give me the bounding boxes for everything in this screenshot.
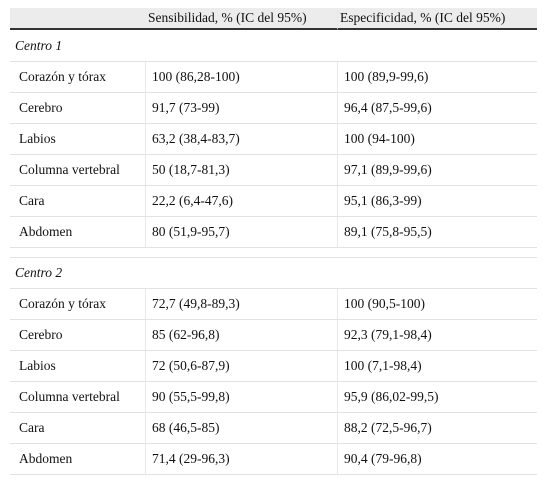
data-cell: 71,4 (29-96,3) (145, 444, 337, 475)
data-cell: 100 (90,5-100) (337, 289, 537, 320)
data-cell: 50 (18,7-81,3) (145, 155, 337, 186)
data-cell: 95,9 (86,02-99,5) (337, 382, 537, 413)
data-cell: 68 (46,5-85) (145, 413, 337, 444)
data-cell: 72,7 (49,8-89,3) (145, 289, 337, 320)
section-title: Centro 1 (10, 31, 537, 62)
row-label: Cerebro (10, 320, 145, 351)
data-cell: 100 (89,9-99,6) (337, 62, 537, 93)
data-cell: 85 (62-96,8) (145, 320, 337, 351)
data-cell: 90 (55,5-99,8) (145, 382, 337, 413)
data-cell: 96,4 (87,5-99,6) (337, 93, 537, 124)
header-cell (10, 8, 145, 30)
data-cell: 92,3 (79,1-98,4) (337, 320, 537, 351)
data-cell: 95,1 (86,3-99) (337, 186, 537, 217)
row-label: Cara (10, 186, 145, 217)
row-label: Cerebro (10, 93, 145, 124)
data-cell: 72 (50,6-87,9) (145, 351, 337, 382)
data-cell: 100 (7,1-98,4) (337, 351, 537, 382)
row-label: Cara (10, 413, 145, 444)
row-label: Columna vertebral (10, 382, 145, 413)
data-cell: 100 (86,28-100) (145, 62, 337, 93)
data-cell: 97,1 (89,9-99,6) (337, 155, 537, 186)
data-cell: 63,2 (38,4-83,7) (145, 124, 337, 155)
header-cell: Especificidad, % (IC del 95%) (337, 8, 537, 30)
data-cell: 90,4 (79-96,8) (337, 444, 537, 475)
section-title: Centro 2 (10, 258, 537, 289)
data-cell: 91,7 (73-99) (145, 93, 337, 124)
data-cell: 22,2 (6,4-47,6) (145, 186, 337, 217)
row-label: Abdomen (10, 217, 145, 248)
row-label: Labios (10, 351, 145, 382)
row-label: Abdomen (10, 444, 145, 475)
data-cell: 80 (51,9-95,7) (145, 217, 337, 248)
row-label: Corazón y tórax (10, 289, 145, 320)
spacer-row (10, 248, 537, 258)
data-cell: 89,1 (75,8-95,5) (337, 217, 537, 248)
row-label: Columna vertebral (10, 155, 145, 186)
data-cell: 88,2 (72,5-96,7) (337, 413, 537, 444)
header-cell: Sensibilidad, % (IC del 95%) (145, 8, 337, 30)
data-cell: 100 (94-100) (337, 124, 537, 155)
row-label: Labios (10, 124, 145, 155)
row-label: Corazón y tórax (10, 62, 145, 93)
